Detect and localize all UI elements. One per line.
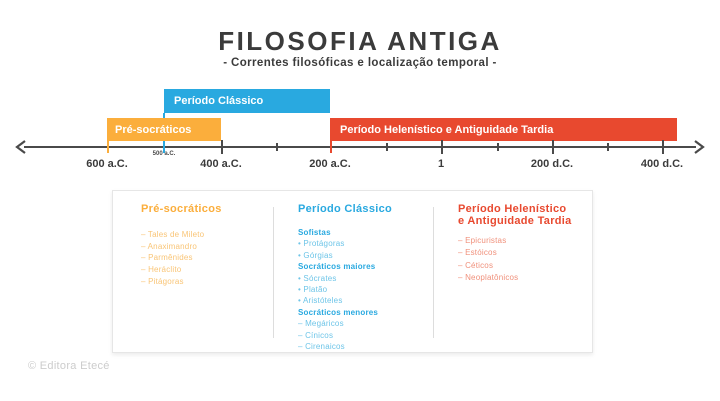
list-item: – Estóicos [458,248,497,258]
list-item: – Megáricos [298,319,344,329]
column-item-list: – Tales de Mileto – Anaximandro – Parmên… [141,229,266,288]
axis-arrow-left-icon [15,140,26,154]
timeline-axis [24,146,696,148]
column-header-line1: Período Helenístico [458,203,567,215]
tick-label-600ac: 600 a.C. [86,158,128,170]
column-item-list: – Epicuristas – Estóicos – Céticos – Neo… [458,235,588,284]
copyright-notice: © Editora Etecé [28,360,110,372]
axis-arrow-right-icon [694,140,705,154]
list-item: – Cirenaicos [298,342,345,352]
timeline-bar-periodo-classico: Período Clássico [164,89,330,113]
tick-400dc [662,140,664,154]
tick-300ac [276,143,278,151]
column-helenistico: Período Helenístico e Antiguidade Tardia… [458,203,588,284]
column-header-line2: e Antiguidade Tardia [458,215,572,227]
tick-label-200dc: 200 d.C. [530,158,574,170]
column-pre-socraticos: Pré-socráticos – Tales de Mileto – Anaxi… [141,203,266,288]
group-label-socraticos-menores: Socráticos menores [298,307,379,317]
list-item: • Sócrates [298,273,337,283]
list-item: – Pitágoras [141,276,184,286]
list-item: – Parmênides [141,253,193,263]
tick-300dc [607,143,609,151]
column-header: Período Helenístico e Antiguidade Tardia [458,203,588,227]
group-label-socraticos-maiores: Socráticos maiores [298,262,376,272]
column-header: Período Clássico [298,203,393,215]
tick-label-200ac: 200 a.C. [309,158,351,170]
timeline-bar-helenistico: Período Helenístico e Antiguidade Tardia [330,118,677,141]
column-divider [273,207,274,338]
tick-label-500ac: 500 a.C. [152,151,176,157]
column-periodo-classico: Período Clássico Sofistas • Protágoras •… [298,203,423,352]
list-item: – Cínicos [298,330,334,340]
bar-label: Pré-socráticos [115,123,192,136]
timeline-bar-pre-socraticos: Pré-socráticos [107,118,221,141]
tick-600ac [107,141,109,153]
tick-label-1: 1 [437,158,445,170]
list-item: – Heráclito [141,265,182,275]
tick-400ac [221,140,223,154]
list-item: – Anaximandro [141,241,197,251]
bar-label: Período Clássico [174,95,264,107]
list-item: – Tales de Mileto [141,230,205,239]
list-item: – Neoplatônicos [458,272,519,282]
philosophers-detail-box: Pré-socráticos – Tales de Mileto – Anaxi… [112,190,593,353]
list-item: • Górgias [298,250,333,260]
group-label-sofistas: Sofistas [298,228,331,237]
list-item: • Aristóteles [298,296,343,306]
column-divider [433,207,434,338]
page-title: FILOSOFIA ANTIGA [218,26,502,56]
tick-100ac [386,143,388,151]
list-item: – Céticos [458,260,494,270]
list-item: – Epicuristas [458,236,507,245]
list-item: • Platão [298,285,328,295]
tick-label-400dc: 400 d.C. [640,158,684,170]
tick-200ac [330,141,332,153]
tick-label-400ac: 400 a.C. [200,158,242,170]
column-header: Pré-socráticos [141,203,222,215]
tick-1 [441,140,443,154]
bar-label: Período Helenístico e Antiguidade Tardia [340,123,554,136]
tick-200dc [552,140,554,154]
tick-100dc [497,143,499,151]
list-item: • Protágoras [298,239,345,249]
column-item-list: Sofistas • Protágoras • Górgias Socrátic… [298,227,423,352]
page-subtitle: - Correntes filosóficas e localização te… [223,57,497,69]
